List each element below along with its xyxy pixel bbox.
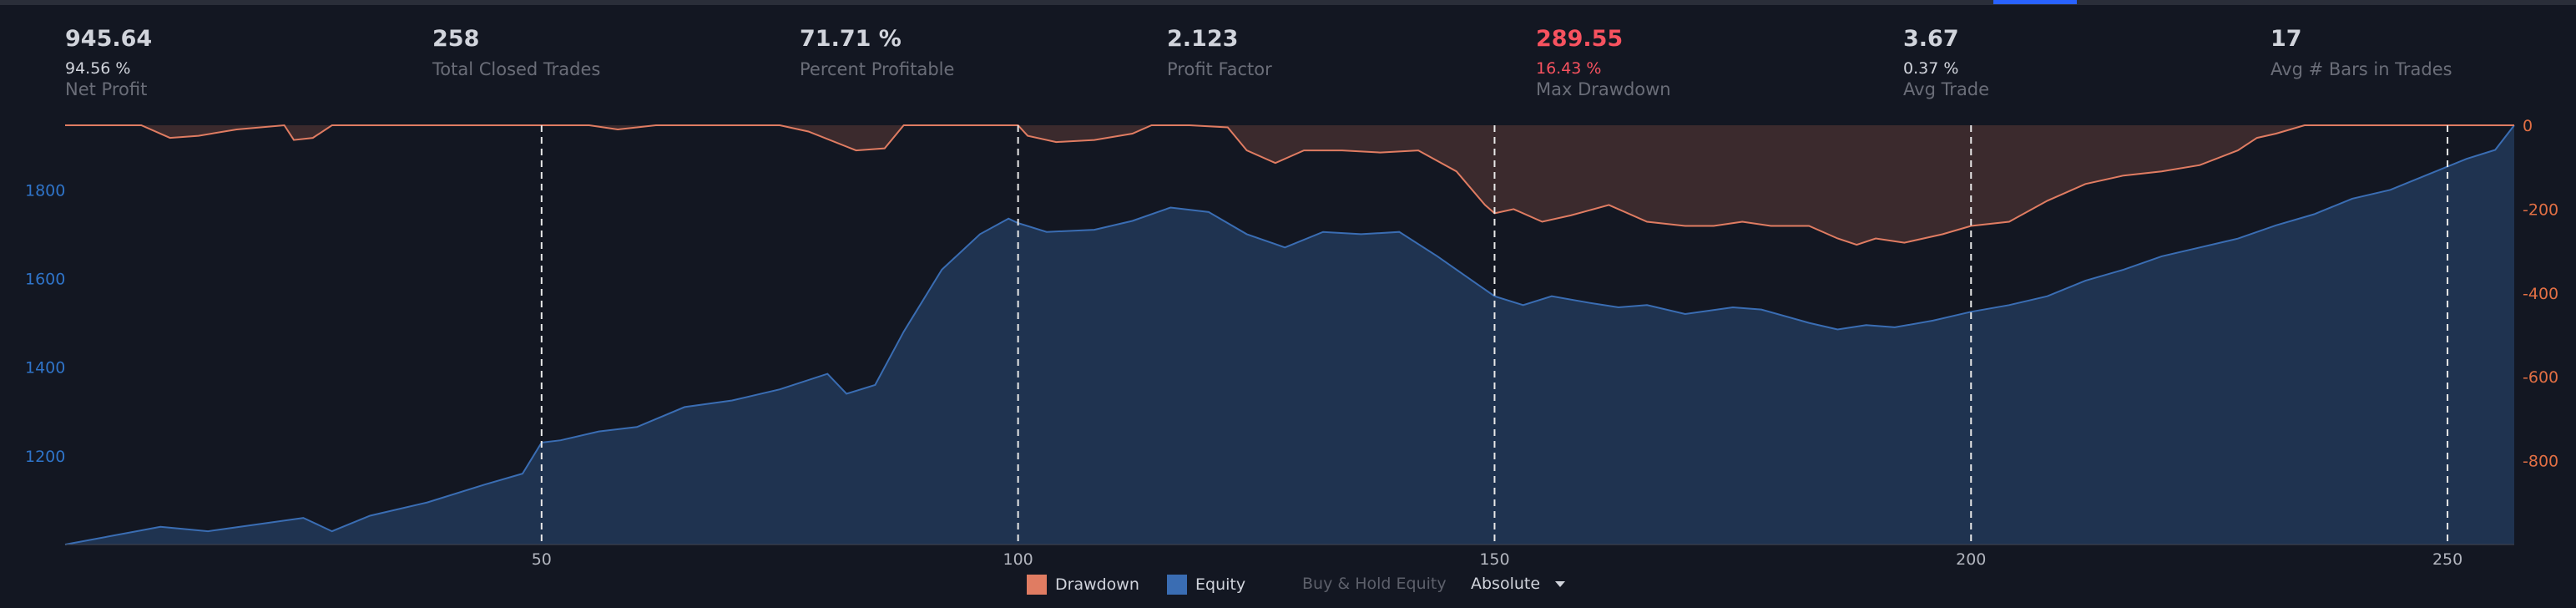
stat-value: 17 bbox=[2270, 26, 2302, 52]
legend-equity[interactable]: Equity bbox=[1167, 575, 1245, 595]
legend-equity-label: Equity bbox=[1195, 575, 1246, 594]
stat-net-profit: 945.64 94.56 % Net Profit bbox=[65, 25, 152, 100]
x-tick-label: 100 bbox=[1003, 550, 1033, 569]
stat-profit-factor: 2.123 Profit Factor bbox=[1167, 25, 1272, 80]
stat-subvalue: 94.56 % bbox=[65, 59, 131, 78]
chevron-down-icon bbox=[1555, 580, 1566, 587]
active-tab-indicator bbox=[1993, 0, 2077, 4]
stat-total-closed-trades: 258 Total Closed Trades bbox=[432, 25, 600, 80]
stat-avg-trade: 3.67 0.37 % Avg Trade bbox=[1903, 25, 1989, 100]
legend-buy-hold-equity[interactable]: Buy & Hold Equity bbox=[1302, 575, 1447, 593]
right-y-tick-label: 0 bbox=[2523, 117, 2533, 135]
stat-label: Avg Trade bbox=[1903, 79, 1990, 99]
right-y-tick-label: -800 bbox=[2523, 453, 2558, 471]
drawdown-swatch bbox=[1027, 575, 1047, 595]
stat-avg-bars-in-trades: 17 Avg # Bars in Trades bbox=[2270, 25, 2452, 80]
x-tick-label: 250 bbox=[2432, 550, 2462, 569]
stat-value: 71.71 % bbox=[800, 26, 902, 52]
mode-dropdown-label: Absolute bbox=[1471, 575, 1541, 593]
left-y-tick-label: 1200 bbox=[25, 448, 65, 466]
right-y-tick-label: -600 bbox=[2523, 368, 2558, 387]
drawdown-area bbox=[65, 125, 2514, 246]
x-tick-label: 50 bbox=[532, 550, 552, 569]
equity-swatch bbox=[1167, 575, 1187, 595]
stat-value: 3.67 bbox=[1903, 26, 1959, 52]
left-y-tick-label: 1800 bbox=[25, 181, 65, 200]
equity-line bbox=[64, 124, 2515, 545]
drawdown-line bbox=[65, 124, 2514, 246]
legend-drawdown[interactable]: Drawdown bbox=[1027, 575, 1139, 595]
left-y-tick-label: 1400 bbox=[25, 359, 65, 377]
stat-label: Max Drawdown bbox=[1536, 79, 1671, 99]
stat-value: 945.64 bbox=[65, 26, 153, 52]
stat-label: Net Profit bbox=[65, 79, 148, 99]
stat-subvalue: 0.37 % bbox=[1903, 59, 1959, 78]
stat-percent-profitable: 71.71 % Percent Profitable bbox=[800, 25, 954, 80]
left-y-tick-label: 1600 bbox=[25, 270, 65, 288]
stat-value: 2.123 bbox=[1167, 26, 1239, 52]
x-tick-label: 150 bbox=[1479, 550, 1509, 569]
stat-value: 258 bbox=[432, 26, 480, 52]
stat-subvalue: 16.43 % bbox=[1536, 59, 1602, 78]
stat-max-drawdown: 289.55 16.43 % Max Drawdown bbox=[1536, 25, 1671, 100]
stat-label: Profit Factor bbox=[1167, 59, 1272, 79]
stat-label: Percent Profitable bbox=[800, 59, 955, 79]
stat-value: 289.55 bbox=[1536, 26, 1624, 52]
stat-label: Total Closed Trades bbox=[432, 59, 601, 79]
right-y-tick-label: -400 bbox=[2523, 285, 2558, 303]
stat-label: Avg # Bars in Trades bbox=[2270, 59, 2452, 79]
x-tick-label: 200 bbox=[1956, 550, 1986, 569]
legend-drawdown-label: Drawdown bbox=[1055, 575, 1139, 594]
right-y-tick-label: -200 bbox=[2523, 200, 2558, 219]
top-border bbox=[0, 0, 2576, 5]
mode-dropdown[interactable]: Absolute bbox=[1471, 575, 1566, 593]
legend-buy-hold-label: Buy & Hold Equity bbox=[1302, 575, 1447, 593]
equity-area bbox=[65, 125, 2514, 545]
